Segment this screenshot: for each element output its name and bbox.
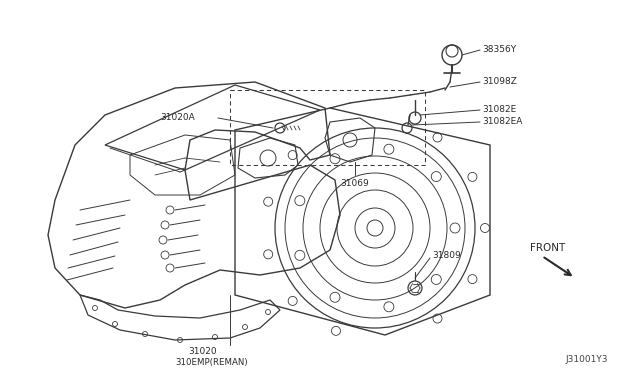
Text: 31809: 31809	[432, 250, 461, 260]
Text: 38356Y: 38356Y	[482, 45, 516, 55]
Text: 31082EA: 31082EA	[482, 118, 522, 126]
Text: 31069: 31069	[340, 179, 369, 187]
Text: 31098Z: 31098Z	[482, 77, 517, 87]
Text: FRONT: FRONT	[530, 243, 565, 253]
Text: 31082E: 31082E	[482, 106, 516, 115]
Text: 310EMP(REMAN): 310EMP(REMAN)	[175, 357, 248, 366]
Text: 31020A: 31020A	[160, 113, 195, 122]
Text: 31020: 31020	[188, 347, 216, 356]
Text: J31001Y3: J31001Y3	[565, 356, 607, 365]
